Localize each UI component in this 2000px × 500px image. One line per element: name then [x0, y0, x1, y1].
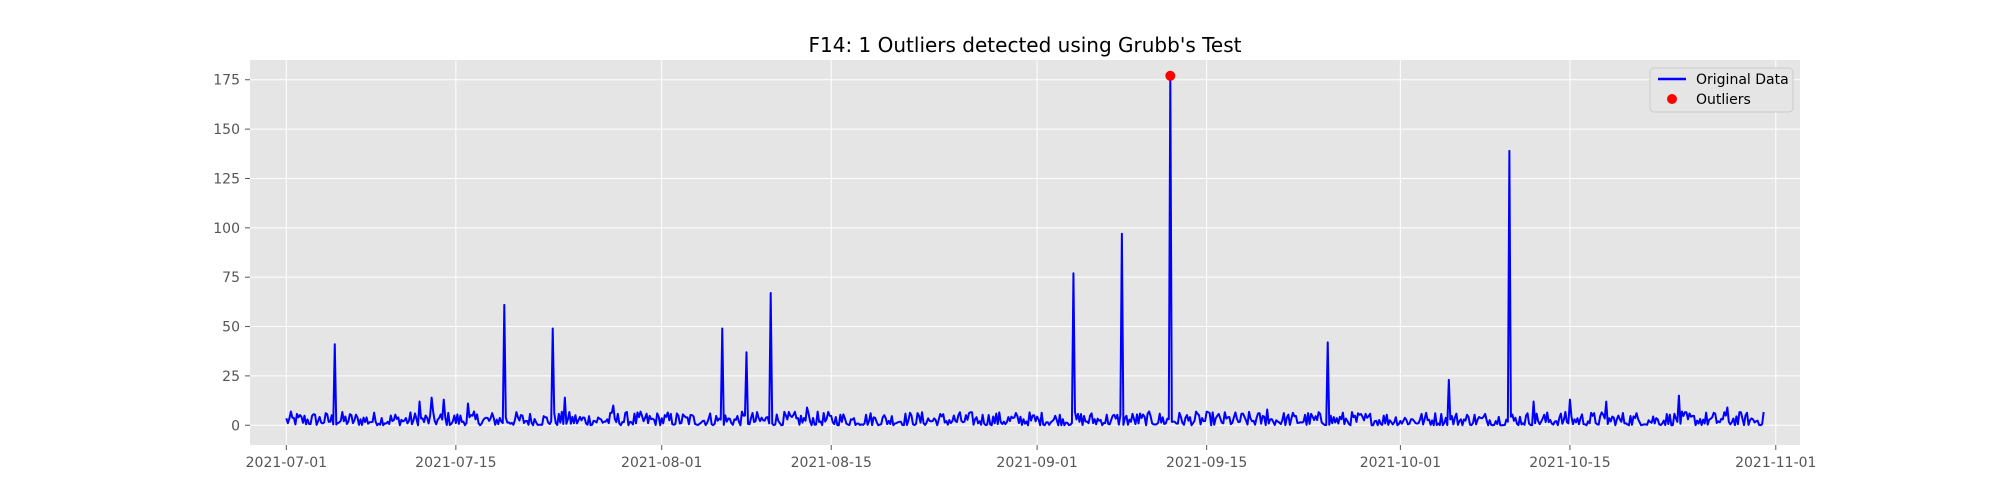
outlier-point: [1165, 70, 1176, 81]
y-tick-label: 75: [222, 270, 240, 286]
x-tick-label: 2021-08-01: [621, 455, 702, 471]
outlier-points: [1165, 70, 1176, 81]
y-tick-label: 150: [213, 122, 240, 138]
x-tick-label: 2021-07-15: [415, 455, 496, 471]
y-tick-label: 125: [213, 171, 240, 187]
y-tick-label: 100: [213, 221, 240, 237]
legend: Original Data Outliers: [1649, 67, 1794, 113]
legend-label-outliers: Outliers: [1696, 92, 1751, 108]
x-tick-label: 2021-09-15: [1166, 455, 1247, 471]
x-tick-label: 2021-10-15: [1529, 455, 1610, 471]
legend-dot-marker: [1667, 94, 1677, 104]
x-tick-label: 2021-07-01: [246, 455, 327, 471]
grid: [250, 60, 1800, 445]
y-axis: 0 25 50 75 100 125 150 175: [213, 73, 250, 434]
plot-background: [250, 60, 1800, 445]
original-data-line: [285, 74, 1765, 427]
chart-title: F14: 1 Outliers detected using Grubb's T…: [809, 33, 1242, 57]
x-tick-label: 2021-10-01: [1360, 455, 1441, 471]
x-tick-label: 2021-08-15: [791, 455, 872, 471]
series-line: [285, 74, 1765, 427]
y-tick-label: 0: [231, 418, 240, 434]
legend-label-original-data: Original Data: [1696, 72, 1789, 88]
y-tick-label: 50: [222, 320, 240, 336]
x-tick-label: 2021-11-01: [1735, 455, 1816, 471]
x-axis: 2021-07-01 2021-07-15 2021-08-01 2021-08-15…: [246, 445, 1816, 471]
y-tick-label: 25: [222, 369, 240, 385]
x-tick-label: 2021-09-01: [996, 455, 1077, 471]
y-tick-label: 175: [213, 73, 240, 89]
